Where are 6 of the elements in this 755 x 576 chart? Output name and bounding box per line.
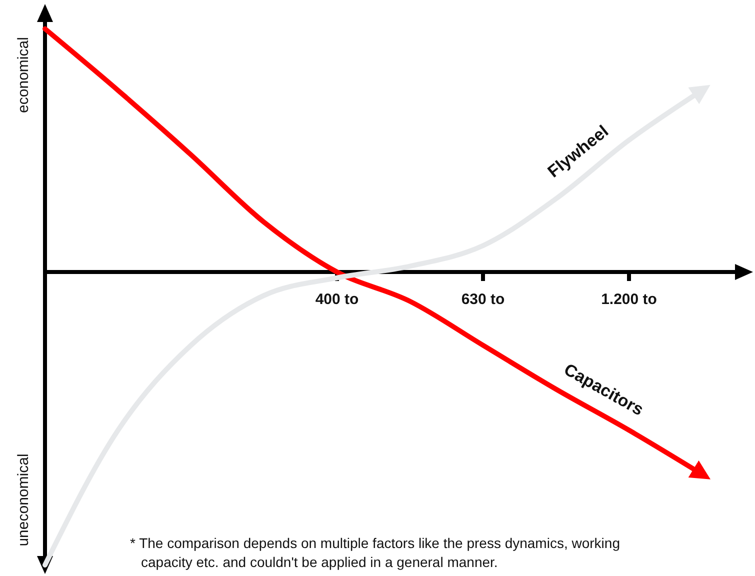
annotation: * The comparison depends on multiple factors like the press dynamics, working capacity etc. and couldn't be applied in a general manner.: [130, 535, 620, 570]
text: economical: [15, 37, 32, 113]
x-tick-label: 630 to: [461, 291, 505, 308]
x-tick-label: 1.200 to: [601, 291, 657, 308]
text: uneconomical: [15, 454, 32, 546]
x-tick-label: 400 to: [315, 291, 359, 308]
